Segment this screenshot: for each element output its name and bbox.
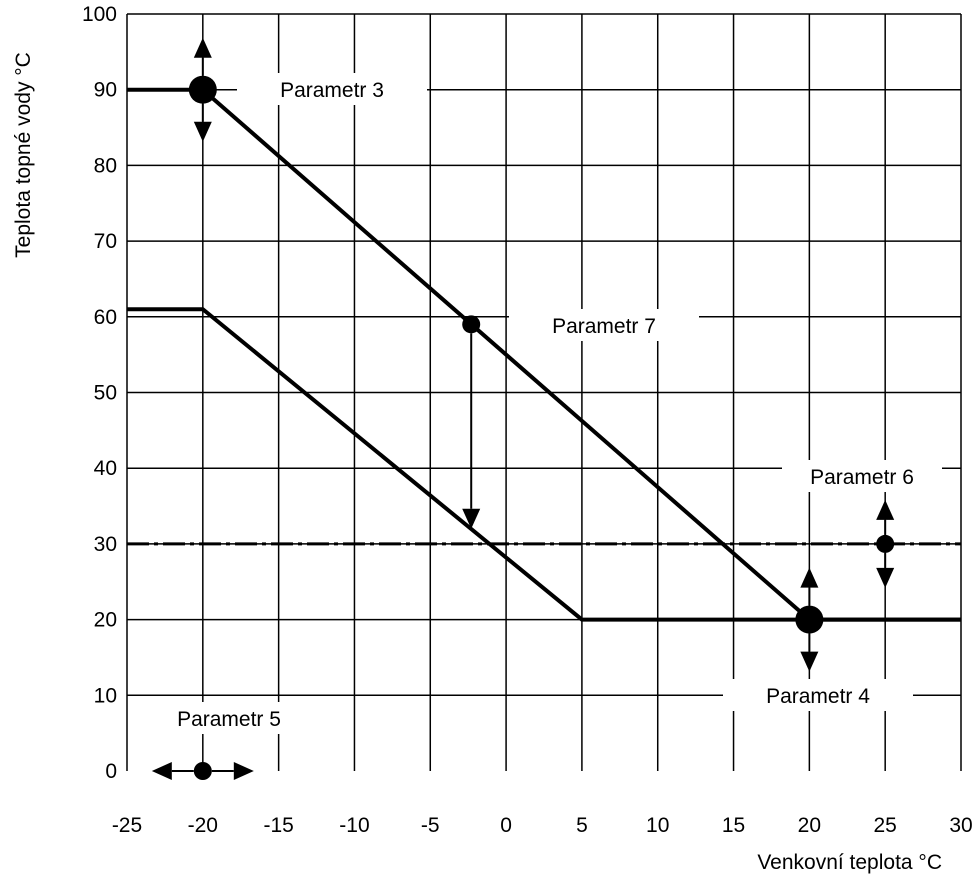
grid	[126, 13, 962, 771]
series-line	[127, 87, 961, 622]
x-tick-label: -5	[421, 814, 440, 837]
y-tick-label: 50	[94, 382, 117, 405]
annotation-marker	[193, 762, 212, 780]
x-tick-label: 20	[798, 814, 821, 837]
annotation-marker	[876, 534, 895, 553]
annotation-label: Parametr 6	[810, 466, 914, 489]
annotation-marker	[795, 605, 824, 634]
annotation-label-bg	[723, 679, 913, 711]
y-tick-label: 70	[94, 230, 117, 253]
arrow-head-up	[800, 567, 819, 588]
annotation-label: Parametr 3	[280, 79, 384, 102]
arrow-head-right	[233, 762, 254, 780]
y-tick-label: 100	[82, 3, 117, 26]
series-line	[127, 307, 961, 622]
y-tick-label: 0	[105, 760, 117, 783]
annotation-label-bg	[149, 702, 309, 734]
x-tick-label: 30	[949, 814, 972, 837]
y-tick-label: 40	[94, 457, 117, 480]
annotation-label: Parametr 5	[177, 708, 281, 731]
x-tick-label: -10	[339, 814, 369, 837]
arrow-head-up	[876, 499, 895, 520]
x-tick-label: 10	[646, 814, 669, 837]
x-tick-label: -15	[263, 814, 293, 837]
y-tick-label: 80	[94, 154, 117, 177]
annotation-label: Parametr 7	[552, 315, 656, 338]
arrow-head-up	[193, 37, 212, 58]
y-tick-label: 10	[94, 684, 117, 707]
arrow-head-down	[876, 567, 895, 588]
tick-labels: -25 -20 -15 -10 -5 0 5 10 15 20 25 30 0 10 20 30 40 50 60 7…	[82, 3, 973, 837]
annotation-marker	[462, 315, 481, 334]
arrow-head-down	[462, 508, 481, 529]
y-axis-title: Teplota topné vody °C	[12, 52, 35, 258]
annotation-label-bg	[509, 309, 699, 341]
arrow-head-down	[800, 651, 819, 672]
x-tick-label: -25	[112, 814, 142, 837]
annotations: Parametr 3 Parametr 7 Parametr 6 Parametr 4…	[149, 37, 942, 780]
annotation-label: Parametr 4	[766, 685, 870, 708]
x-tick-label: 25	[874, 814, 897, 837]
y-tick-label: 30	[94, 533, 117, 556]
x-tick-label: 0	[500, 814, 512, 837]
y-tick-label: 60	[94, 306, 117, 329]
annotation-label-bg	[237, 73, 427, 105]
x-tick-label: 15	[722, 814, 745, 837]
x-tick-label: 5	[576, 814, 588, 837]
annotation-marker	[188, 75, 217, 104]
x-tick-label: -20	[188, 814, 218, 837]
y-tick-label: 20	[94, 609, 117, 632]
x-axis-title: Venkovní teplota °C	[757, 851, 942, 874]
arrow-head-down	[193, 121, 212, 142]
annotation-label-bg	[782, 460, 942, 492]
y-tick-label: 90	[94, 79, 117, 102]
arrow-head-left	[151, 762, 172, 780]
series-lines	[127, 87, 961, 622]
